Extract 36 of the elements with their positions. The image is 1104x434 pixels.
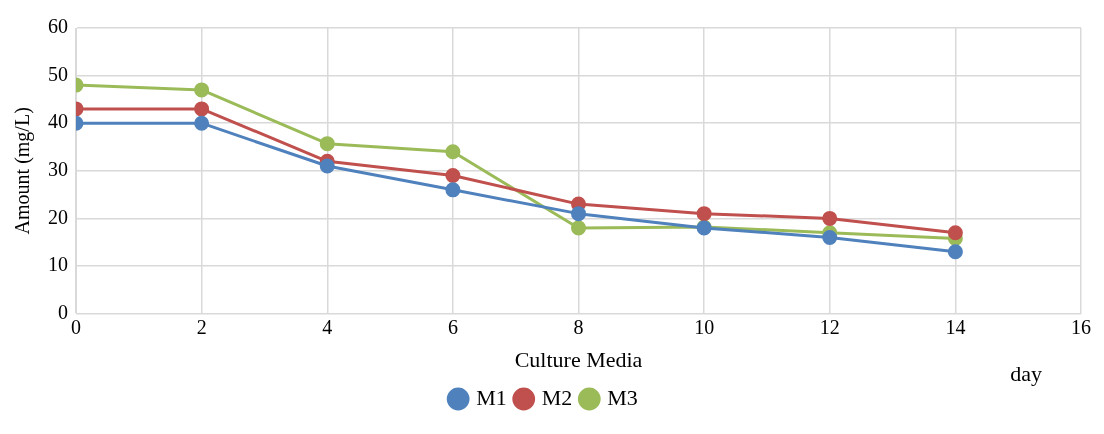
x-tick-label: 10 bbox=[694, 315, 715, 338]
text: day bbox=[1010, 361, 1042, 387]
legend-label: M1 bbox=[476, 384, 507, 410]
y-tick-label: 20 bbox=[48, 205, 68, 228]
point bbox=[571, 220, 586, 236]
point bbox=[571, 206, 586, 222]
x-tick-label: 16 bbox=[1071, 315, 1091, 338]
y-tick-label: 30 bbox=[48, 158, 68, 181]
y-tick-label: 10 bbox=[48, 253, 68, 276]
point bbox=[822, 210, 838, 226]
point bbox=[319, 158, 335, 174]
point bbox=[194, 115, 210, 131]
legend-label: M3 bbox=[607, 384, 638, 410]
x-tick-label: 12 bbox=[819, 315, 840, 338]
point bbox=[947, 225, 963, 241]
x-tick-label: 4 bbox=[322, 315, 333, 338]
y-tick-label: 40 bbox=[48, 110, 68, 133]
x-tick-label: 6 bbox=[447, 315, 458, 338]
x-tick-label: 14 bbox=[945, 315, 966, 338]
y-axis-title: Amount (mg/L) bbox=[11, 107, 35, 235]
point bbox=[319, 136, 335, 152]
y-tick-label: 50 bbox=[48, 62, 68, 85]
point bbox=[194, 101, 210, 117]
point bbox=[947, 244, 963, 260]
point bbox=[445, 182, 461, 198]
point bbox=[445, 144, 461, 160]
point bbox=[445, 168, 461, 184]
point bbox=[822, 229, 838, 245]
x-tick-label: 2 bbox=[196, 315, 207, 338]
point bbox=[696, 206, 712, 222]
x-axis-title: Culture Media bbox=[514, 346, 643, 372]
y-tick-label: 0 bbox=[58, 300, 68, 323]
point bbox=[194, 82, 210, 98]
x-tick-label: 8 bbox=[573, 315, 584, 338]
legend-label: M2 bbox=[541, 384, 573, 410]
y-tick-label: 60 bbox=[48, 15, 68, 38]
